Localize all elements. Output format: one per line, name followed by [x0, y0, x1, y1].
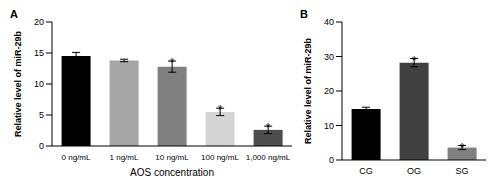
svg-text:15: 15 [34, 48, 44, 58]
svg-text:Relative level of miR-29b: Relative level of miR-29b [13, 30, 23, 137]
svg-text:1,000 ng/mL: 1,000 ng/mL [246, 153, 291, 162]
svg-text:*: * [460, 141, 465, 155]
html-text:A: A [10, 8, 18, 20]
svg-text:10 ng/mL: 10 ng/mL [155, 153, 189, 162]
svg-text:40: 40 [324, 17, 334, 27]
svg-text:*: * [170, 56, 175, 70]
svg-text:0 ng/mL: 0 ng/mL [62, 153, 91, 162]
svg-text:*: * [218, 103, 223, 117]
svg-text:CG: CG [359, 166, 373, 176]
svg-text:10: 10 [34, 79, 44, 89]
svg-text:Relative level of miR-29b: Relative level of miR-29b [303, 37, 313, 144]
svg-text:OG: OG [407, 166, 421, 176]
svg-text:*: * [412, 54, 417, 68]
svg-text:1 ng/mL: 1 ng/mL [110, 153, 139, 162]
html-text:B: B [300, 8, 308, 20]
svg-text:100 ng/mL: 100 ng/mL [201, 153, 239, 162]
svg-text:AOS concentration: AOS concentration [130, 167, 214, 178]
svg-text:0: 0 [329, 155, 334, 165]
svg-text:20: 20 [324, 86, 334, 96]
svg-text:30: 30 [324, 52, 334, 62]
svg-text:*: * [266, 121, 271, 135]
svg-text:SG: SG [455, 166, 468, 176]
svg-text:20: 20 [34, 17, 44, 27]
svg-text:0: 0 [39, 141, 44, 151]
svg-text:10: 10 [324, 121, 334, 131]
svg-text:5: 5 [39, 110, 44, 120]
